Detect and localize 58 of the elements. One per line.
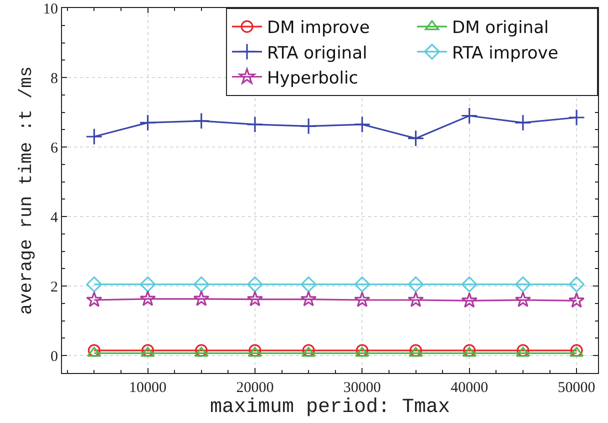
y-tick-label: 4: [50, 210, 58, 226]
y-tick-label: 2: [50, 279, 58, 296]
point: [193, 276, 210, 292]
x-axis-title: maximum period: Tmax: [210, 396, 450, 419]
point: [140, 290, 156, 306]
y-tick-label: 10: [43, 1, 58, 18]
point: [300, 276, 317, 292]
legend-label: RTA original: [267, 43, 368, 64]
point: [192, 112, 210, 130]
point: [86, 292, 102, 308]
point: [247, 276, 263, 292]
y-axis-title: average run time :t /ms: [17, 66, 38, 315]
point: [408, 276, 424, 292]
point: [139, 114, 156, 132]
point: [568, 276, 585, 292]
point: [461, 292, 478, 308]
point: [86, 128, 103, 146]
y-tick-label: 0: [50, 348, 58, 365]
point: [514, 114, 532, 132]
point: [86, 276, 102, 292]
point: [407, 130, 424, 147]
point: [460, 107, 478, 124]
point: [568, 109, 586, 126]
point: [462, 346, 477, 357]
point: [301, 346, 316, 357]
legend-label: Hyperbolic: [267, 68, 358, 88]
point: [354, 292, 370, 308]
point: [140, 276, 156, 292]
point: [569, 346, 584, 357]
point: [87, 346, 102, 357]
point: [140, 346, 155, 357]
point: [194, 346, 209, 357]
point: [246, 116, 264, 133]
legend-label: DM original: [452, 18, 549, 38]
point: [515, 276, 531, 292]
point: [248, 346, 262, 357]
x-tick-label: 50000: [558, 380, 596, 396]
point: [193, 290, 210, 306]
legend-label: DM improve: [267, 18, 370, 38]
legend-label: RTA improve: [452, 43, 558, 64]
y-tick-label: 8: [50, 70, 58, 87]
point: [300, 118, 318, 135]
point: [408, 292, 424, 308]
x-tick-label: 10000: [129, 380, 167, 396]
point: [355, 346, 370, 357]
point: [408, 346, 423, 357]
x-tick-label: 30000: [343, 380, 381, 396]
y-tick-label: 6: [50, 140, 58, 156]
x-tick-label: 20000: [236, 380, 274, 396]
point: [354, 276, 370, 292]
point: [246, 290, 264, 306]
point: [516, 346, 530, 357]
x-tick-label: 40000: [450, 380, 488, 396]
point: [300, 290, 317, 306]
point: [514, 292, 532, 308]
point: [568, 292, 585, 308]
point: [461, 276, 478, 292]
point: [354, 116, 371, 133]
